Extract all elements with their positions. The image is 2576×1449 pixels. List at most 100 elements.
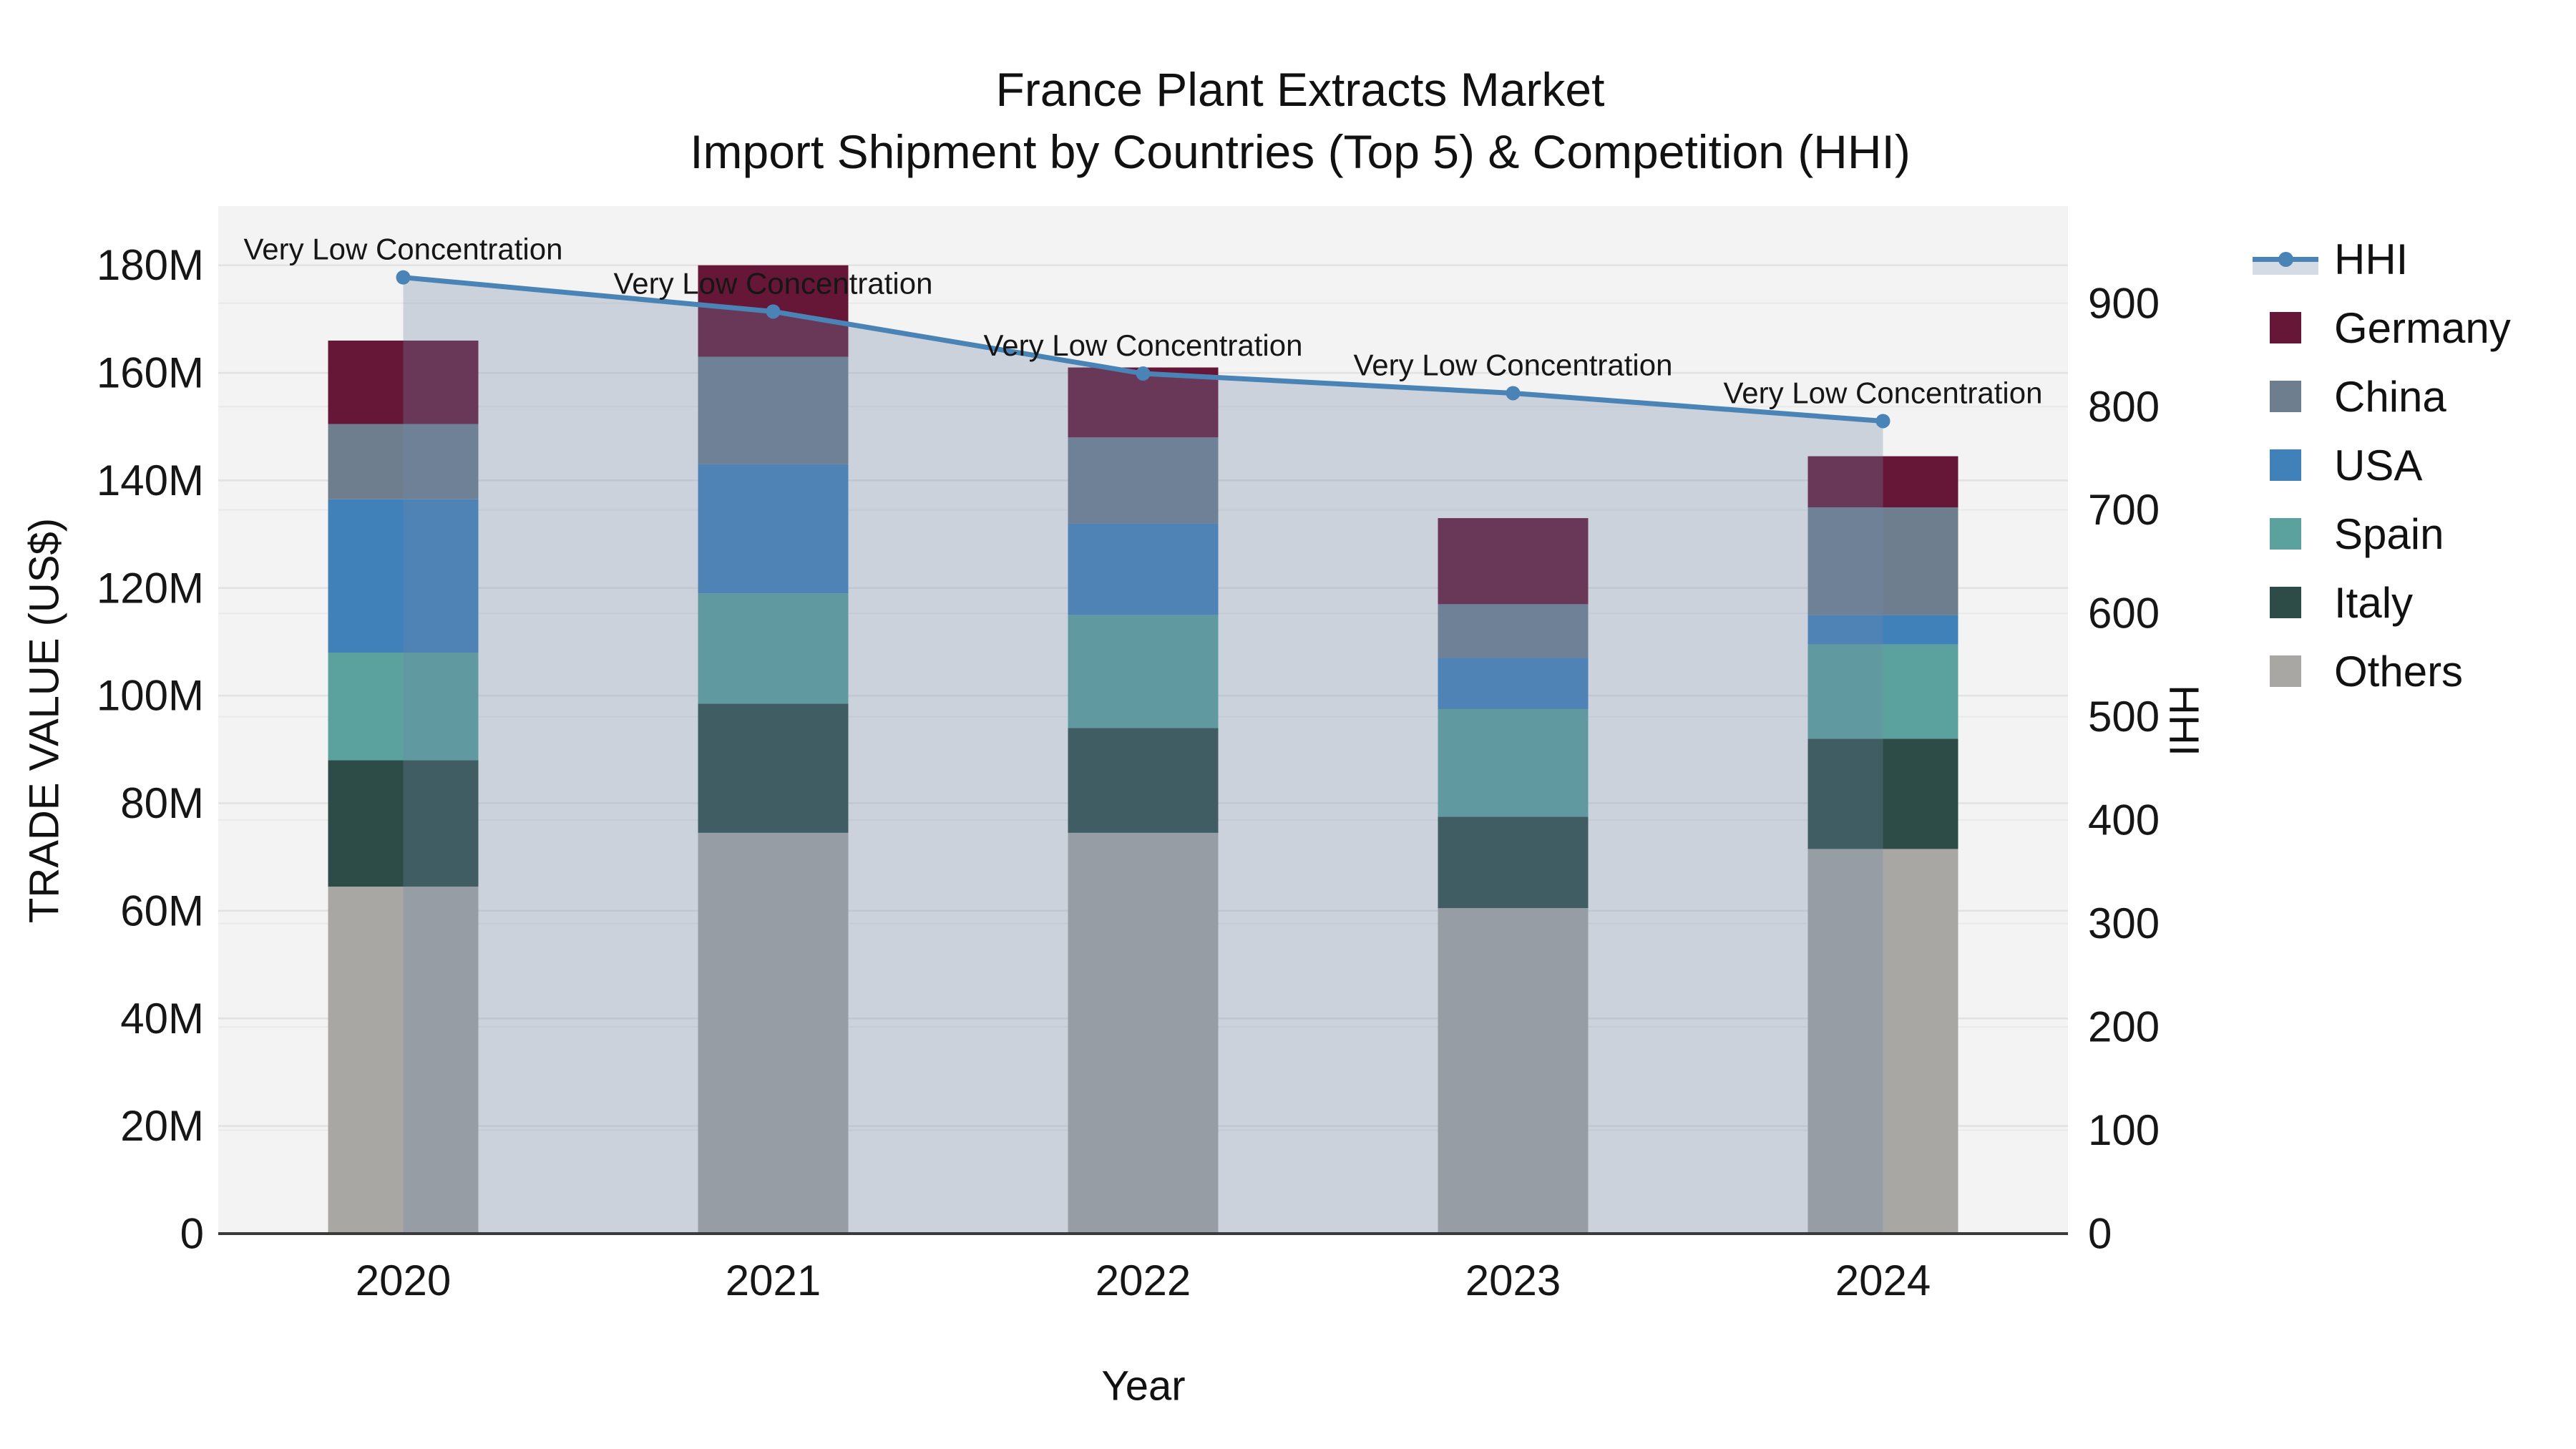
bar-usa-2020[interactable]	[328, 499, 479, 653]
swatch-spain	[2270, 518, 2301, 550]
bar-china-2020[interactable]	[328, 424, 479, 499]
y-left-tick-100M: 100M	[97, 672, 204, 720]
swatch-germany	[2270, 312, 2301, 343]
y-right-tick-400: 400	[2088, 796, 2160, 844]
hhi-marker-2024[interactable]	[1875, 414, 1890, 429]
legend-item-hhi[interactable]: HHI	[2253, 225, 2511, 293]
bar-usa-2021[interactable]	[698, 464, 849, 594]
bar-italy-2023[interactable]	[1438, 816, 1589, 909]
bar-china-2021[interactable]	[698, 356, 849, 464]
hhi-marker-2021[interactable]	[766, 304, 781, 319]
legend-item-italy[interactable]: Italy	[2253, 568, 2511, 637]
chart-title-line1: France Plant Extracts Market	[995, 63, 1605, 116]
annotation-2020: Very Low Concentration	[244, 233, 563, 266]
legend-label-germany: Germany	[2334, 303, 2511, 352]
bar-spain-2020[interactable]	[328, 653, 479, 761]
bar-others-2022[interactable]	[1068, 832, 1219, 1234]
x-axis-title: Year	[1101, 1362, 1186, 1410]
y-left-tick-180M: 180M	[97, 241, 204, 289]
swatch-usa	[2270, 449, 2301, 481]
y-left-tick-0: 0	[180, 1210, 204, 1258]
bar-others-2024[interactable]	[1807, 849, 1958, 1234]
legend-label-usa: USA	[2334, 441, 2423, 489]
y-right-tick-0: 0	[2088, 1210, 2112, 1258]
legend-label-others: Others	[2334, 647, 2464, 696]
legend-label-hhi: HHI	[2334, 235, 2409, 283]
x-tick-2024: 2024	[1835, 1257, 1931, 1304]
bar-usa-2024[interactable]	[1807, 615, 1958, 645]
x-tick-2021: 2021	[726, 1257, 821, 1304]
annotation-2024: Very Low Concentration	[1724, 376, 2043, 409]
legend-item-spain[interactable]: Spain	[2253, 499, 2511, 568]
y-axis-title-left: TRADE VALUE (US$)	[21, 517, 68, 924]
legend-hhi-line-icon	[2253, 238, 2318, 280]
x-tick-2023: 2023	[1465, 1257, 1561, 1304]
legend-swatch-icon	[2253, 444, 2318, 487]
x-tick-2022: 2022	[1096, 1257, 1191, 1304]
y-left-tick-140M: 140M	[97, 457, 204, 504]
annotation-2021: Very Low Concentration	[614, 266, 933, 300]
chart-title: France Plant Extracts Market Import Ship…	[690, 59, 1911, 183]
y-right-tick-100: 100	[2088, 1106, 2160, 1154]
bar-spain-2023[interactable]	[1438, 708, 1589, 817]
bar-italy-2021[interactable]	[698, 703, 849, 833]
y-left-tick-20M: 20M	[120, 1102, 204, 1150]
hhi-marker-2020[interactable]	[396, 270, 411, 285]
bar-china-2024[interactable]	[1807, 507, 1958, 615]
legend: HHI Germany China USA Spain Italy Others	[2253, 225, 2511, 706]
bar-china-2023[interactable]	[1438, 604, 1589, 658]
y-left-tick-60M: 60M	[120, 887, 204, 935]
legend-item-usa[interactable]: USA	[2253, 431, 2511, 499]
bar-italy-2022[interactable]	[1068, 728, 1219, 833]
x-tick-2020: 2020	[356, 1257, 451, 1304]
y-right-tick-800: 800	[2088, 383, 2160, 431]
annotation-2023: Very Low Concentration	[1354, 348, 1673, 381]
bar-others-2023[interactable]	[1438, 908, 1589, 1234]
bar-others-2021[interactable]	[698, 832, 849, 1234]
hhi-marker-swatch	[2278, 252, 2293, 267]
y-right-tick-500: 500	[2088, 693, 2160, 741]
legend-item-china[interactable]: China	[2253, 362, 2511, 431]
bar-germany-2020[interactable]	[328, 340, 479, 424]
bar-germany-2024[interactable]	[1807, 456, 1958, 508]
hhi-area-swatch	[2253, 259, 2318, 275]
hhi-marker-2022[interactable]	[1136, 366, 1151, 381]
bar-usa-2023[interactable]	[1438, 658, 1589, 709]
bar-italy-2020[interactable]	[328, 760, 479, 887]
bar-spain-2022[interactable]	[1068, 615, 1219, 728]
legend-swatch-icon	[2253, 512, 2318, 555]
y-right-tick-300: 300	[2088, 899, 2160, 947]
bar-others-2020[interactable]	[328, 887, 479, 1234]
swatch-china	[2270, 381, 2301, 412]
legend-label-china: China	[2334, 372, 2446, 421]
bar-germany-2023[interactable]	[1438, 518, 1589, 605]
y-right-tick-900: 900	[2088, 279, 2160, 327]
swatch-italy	[2270, 587, 2301, 618]
y-left-tick-160M: 160M	[97, 349, 204, 397]
legend-label-italy: Italy	[2334, 578, 2414, 627]
legend-swatch-icon	[2253, 375, 2318, 418]
annotation-2022: Very Low Concentration	[984, 328, 1303, 362]
y-left-tick-40M: 40M	[120, 995, 204, 1043]
swatch-others	[2270, 655, 2301, 687]
bar-usa-2022[interactable]	[1068, 523, 1219, 615]
bar-china-2022[interactable]	[1068, 437, 1219, 524]
y-right-tick-200: 200	[2088, 1003, 2160, 1051]
y-left-tick-80M: 80M	[120, 779, 204, 827]
legend-swatch-icon	[2253, 306, 2318, 349]
legend-item-germany[interactable]: Germany	[2253, 293, 2511, 362]
legend-item-others[interactable]: Others	[2253, 637, 2511, 706]
bar-spain-2024[interactable]	[1807, 644, 1958, 739]
bar-spain-2021[interactable]	[698, 593, 849, 704]
legend-swatch-icon	[2253, 581, 2318, 624]
bar-italy-2024[interactable]	[1807, 738, 1958, 849]
y-right-tick-700: 700	[2088, 486, 2160, 534]
y-right-tick-600: 600	[2088, 590, 2160, 638]
legend-swatch-icon	[2253, 650, 2318, 693]
y-left-tick-120M: 120M	[97, 564, 204, 612]
y-axis-title-right: HHI	[2160, 685, 2207, 756]
legend-label-spain: Spain	[2334, 509, 2444, 558]
hhi-marker-2023[interactable]	[1506, 386, 1521, 401]
